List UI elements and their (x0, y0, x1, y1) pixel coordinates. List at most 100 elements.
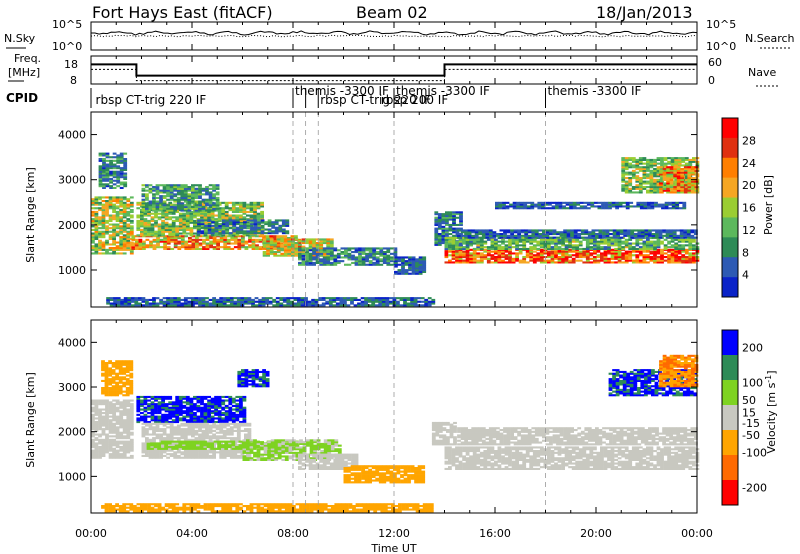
data-cell (191, 242, 196, 245)
data-cell (660, 168, 664, 171)
data-cell (94, 421, 99, 424)
data-cell (122, 401, 127, 404)
data-cell (434, 216, 439, 219)
data-cell (637, 236, 642, 239)
data-cell (628, 191, 633, 194)
data-cell (617, 261, 622, 264)
data-cell (422, 270, 427, 273)
data-cell (498, 207, 503, 210)
data-cell (684, 173, 689, 176)
data-cell (91, 201, 95, 204)
data-cell (253, 228, 258, 231)
data-cell (434, 229, 439, 232)
data-cell (112, 159, 117, 162)
data-cell (490, 244, 495, 247)
data-cell (674, 257, 679, 260)
data-cell (653, 171, 657, 174)
data-cell (680, 184, 685, 187)
data-cell (250, 232, 254, 235)
data-cell (564, 250, 569, 253)
data-cell (364, 302, 368, 305)
data-cell (280, 254, 285, 257)
data-cell (150, 227, 155, 230)
data-cell (101, 227, 106, 230)
data-cell (408, 263, 412, 266)
data-cell (437, 216, 442, 219)
data-cell (123, 158, 128, 161)
data-cell (98, 449, 102, 452)
data-cell (169, 209, 174, 212)
data-cell (101, 205, 106, 208)
data-cell (379, 249, 384, 252)
data-cell (119, 435, 124, 438)
data-cell (112, 172, 117, 175)
data-cell (120, 302, 125, 305)
data-cell (102, 168, 106, 171)
data-cell (312, 249, 316, 252)
data-cell (607, 247, 611, 250)
data-cell (260, 228, 264, 231)
data-cell (105, 403, 109, 406)
data-cell (550, 261, 555, 264)
data-cell (276, 246, 281, 249)
data-cell (105, 401, 109, 404)
data-cell (229, 297, 234, 300)
data-cell (119, 183, 124, 186)
data-cell (108, 456, 113, 459)
data-cell (312, 245, 316, 248)
data-cell (276, 242, 281, 245)
data-cell (101, 421, 106, 424)
data-cell (161, 230, 165, 233)
data-cell (166, 205, 170, 208)
data-cell (408, 260, 412, 263)
data-cell (459, 214, 463, 217)
data-cell (237, 242, 242, 245)
data-cell (656, 173, 661, 176)
data-cell (361, 256, 366, 259)
data-cell (205, 297, 209, 300)
data-cell (235, 232, 240, 235)
data-cell (631, 177, 636, 180)
data-cell (530, 201, 535, 204)
data-cell (116, 174, 121, 177)
data-cell (145, 300, 149, 303)
data-cell (214, 218, 218, 221)
data-cell (152, 240, 157, 243)
data-cell (591, 231, 596, 234)
data-cell (219, 297, 224, 300)
data-cell (166, 195, 170, 198)
data-cell (646, 238, 650, 241)
data-cell (221, 234, 226, 237)
data-cell (197, 221, 201, 224)
data-cell (126, 207, 131, 210)
data-cell (308, 240, 313, 243)
data-cell (154, 212, 158, 215)
data-cell (422, 263, 427, 266)
data-cell (119, 245, 124, 248)
data-cell (122, 440, 127, 443)
data-cell (556, 231, 560, 234)
data-cell (129, 417, 134, 420)
data-cell (94, 203, 99, 206)
data-cell (91, 410, 95, 413)
data-cell (659, 178, 663, 181)
data-cell (129, 406, 134, 409)
data-cell (102, 183, 106, 186)
data-cell (108, 198, 113, 201)
data-cell (401, 265, 405, 268)
data-cell (646, 177, 650, 180)
data-cell (204, 219, 208, 222)
data-cell (656, 168, 661, 171)
data-cell (119, 174, 124, 177)
data-cell (106, 300, 110, 303)
data-cell (253, 221, 258, 224)
data-cell (670, 189, 675, 192)
data-cell (329, 258, 334, 261)
colorbar-swatch (722, 177, 738, 198)
data-cell (198, 187, 202, 190)
data-cell (663, 256, 668, 259)
data-cell (126, 435, 131, 438)
data-cell (222, 297, 227, 300)
data-cell (512, 205, 517, 208)
data-cell (590, 203, 595, 206)
